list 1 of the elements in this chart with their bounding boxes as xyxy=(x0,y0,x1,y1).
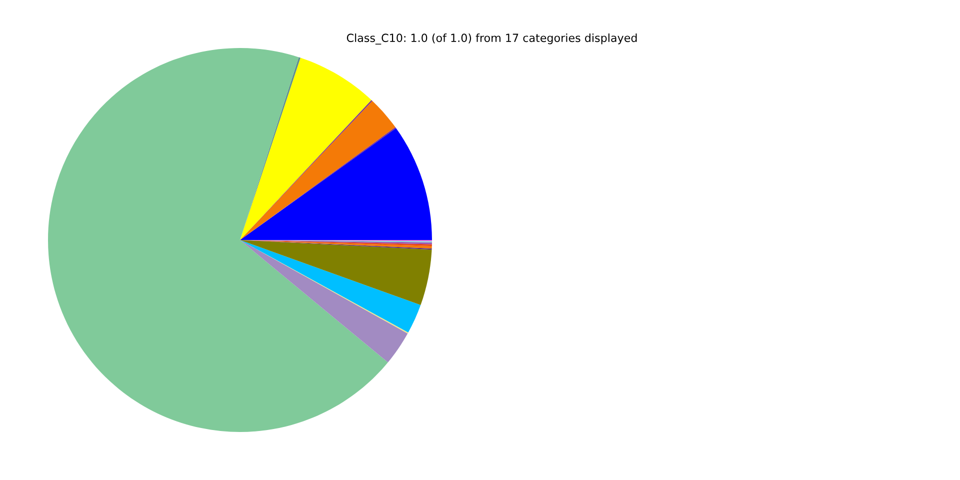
text: Class_C10: 1.0 (of 1.0) from 17 categories displayed xyxy=(346,33,637,45)
